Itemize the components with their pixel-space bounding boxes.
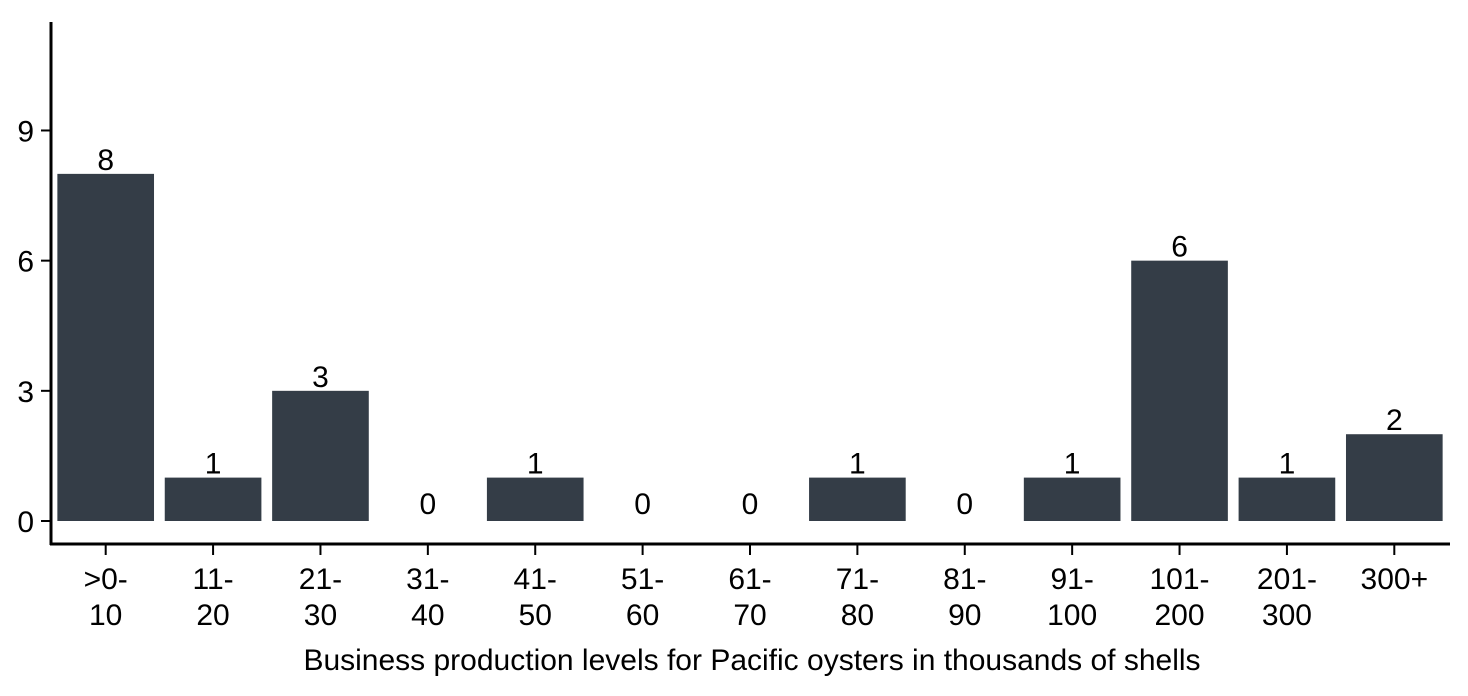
- bar: [1238, 477, 1336, 521]
- bar: [57, 173, 155, 521]
- x-tick-label: 201-300: [1257, 563, 1317, 632]
- data-label: 6: [1171, 231, 1188, 264]
- x-tick-label: 31-40: [406, 563, 449, 632]
- x-tick-label: 41-50: [514, 563, 557, 632]
- bar: [1131, 260, 1228, 521]
- data-label: 0: [742, 488, 759, 521]
- data-label: 1: [205, 448, 222, 481]
- x-tick-label: >0-10: [84, 563, 128, 632]
- y-tick-label: 0: [17, 506, 34, 539]
- x-tick-label: 21-30: [299, 563, 342, 632]
- bar: [809, 477, 906, 521]
- data-label: 3: [312, 361, 329, 394]
- data-label: 1: [527, 448, 544, 481]
- data-label: 0: [634, 488, 651, 521]
- bar: [1023, 477, 1121, 521]
- data-labels-group: 8 1 3 0 1 0 0 1 0 1 6 1 2: [97, 144, 1402, 521]
- x-axis-title: Business production levels for Pacific o…: [303, 644, 1200, 677]
- x-tick-label: 71-80: [836, 563, 879, 632]
- x-tick-label: 11-20: [193, 563, 234, 632]
- x-tick-label: 81-90: [943, 563, 986, 632]
- data-label: 1: [1279, 448, 1296, 481]
- data-label: 2: [1386, 404, 1403, 437]
- data-label: 0: [420, 488, 437, 521]
- y-tick-label: 3: [17, 376, 34, 409]
- data-label: 1: [1064, 448, 1081, 481]
- y-ticks-group: 0 3 6 9: [17, 115, 51, 539]
- data-label: 0: [956, 488, 973, 521]
- x-tick-label: 300+: [1361, 563, 1429, 596]
- bar: [164, 477, 262, 521]
- data-label: 1: [849, 448, 866, 481]
- bar: [486, 477, 584, 521]
- bars-group: [57, 173, 1443, 521]
- x-tick-label: 101-200: [1150, 563, 1210, 632]
- data-label: 8: [97, 144, 114, 177]
- x-tick-label: 61-70: [728, 563, 771, 632]
- y-tick-label: 9: [17, 115, 34, 148]
- bar: [272, 390, 369, 521]
- x-tick-label: 51-60: [621, 563, 664, 632]
- bar: [1345, 434, 1443, 521]
- y-tick-label: 6: [17, 246, 34, 279]
- x-tick-label: 91-100: [1047, 563, 1097, 632]
- x-ticks-group: >0-10 11-20 21-30 31-40 41-50 51-60 61-70 71-80…: [84, 545, 1429, 632]
